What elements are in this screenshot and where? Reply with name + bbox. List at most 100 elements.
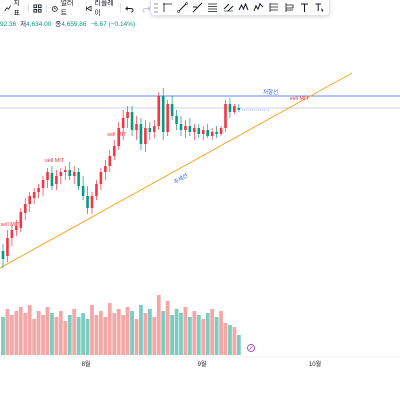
candle: [161, 88, 165, 140]
candle: [59, 168, 63, 184]
volume-bar: [76, 317, 81, 355]
candle: [228, 98, 232, 118]
candle: [197, 124, 201, 138]
candle: [121, 110, 125, 140]
toolbar-item-replay[interactable]: 리플레이: [81, 0, 120, 17]
candle: [126, 106, 129, 128]
parallel-channel-icon: [223, 3, 234, 12]
candle: [237, 104, 241, 112]
candle: [104, 160, 107, 180]
volume-bar: [23, 313, 28, 355]
volume-bar: [81, 313, 85, 355]
candle: [6, 230, 9, 262]
volume-bar: [14, 311, 19, 355]
candle: [179, 116, 183, 136]
volume-bar: [165, 301, 170, 355]
volume-bar: [170, 315, 174, 355]
candle: [175, 110, 178, 130]
toolbar-separator: [28, 3, 30, 13]
candle: [72, 166, 76, 184]
tool-text-note[interactable]: [314, 1, 326, 15]
tool-trend-line[interactable]: [176, 1, 188, 15]
candle: [32, 188, 36, 204]
long-position-icon: [285, 3, 294, 12]
chart-annotation: sell MIT: [290, 96, 310, 102]
candle: [144, 120, 147, 152]
volume-bar: [32, 319, 37, 355]
volume-bar: [201, 319, 206, 355]
open-value: 92.36: [0, 21, 17, 28]
layout-grid-icon: [33, 3, 42, 13]
volume-bar: [161, 311, 166, 355]
candle: [77, 168, 80, 190]
volume-bar: [63, 321, 68, 355]
candle: [41, 176, 45, 196]
alarm-clock-icon: [51, 5, 58, 12]
toolbar-item-layout-grid[interactable]: [29, 0, 46, 16]
pattern-icon: [238, 2, 249, 11]
top-toolbar: 지표 얼러트 리플레이: [0, 0, 155, 17]
x-tick-label: 9월: [198, 360, 207, 368]
volume-bar: [139, 305, 143, 355]
drawing-toolbar: [150, 0, 330, 16]
text-icon: [301, 3, 309, 12]
drag-handle-icon[interactable]: [154, 2, 158, 13]
volume-bar: [179, 313, 183, 355]
tool-fib[interactable]: [268, 1, 280, 15]
candle: [188, 118, 192, 136]
replay-icon: [85, 5, 92, 11]
toolbar-item-label: 얼러트: [60, 0, 74, 17]
volume-bar: [147, 309, 152, 355]
tool-horizontal-lines[interactable]: [207, 1, 219, 15]
tool-parallel-channel[interactable]: [222, 1, 234, 15]
volume-bar: [152, 317, 157, 355]
tool-ray[interactable]: [192, 1, 204, 15]
tool-long-position[interactable]: [283, 1, 295, 15]
volume-bar: [236, 335, 241, 355]
toolbar-item-indicator[interactable]: 지표: [0, 0, 28, 17]
candle: [224, 100, 227, 132]
candle: [148, 122, 152, 140]
volume-bar: [174, 309, 179, 355]
candle: [210, 128, 214, 140]
trend-line[interactable]: [0, 72, 353, 269]
volume-bar: [219, 311, 223, 355]
volume-bar: [143, 313, 148, 355]
candle: [10, 225, 14, 246]
chart-annotation: sell MIT: [107, 132, 127, 138]
volume-bar: [183, 307, 188, 355]
close-value: 4,659.86: [61, 21, 87, 28]
cursor-icon: [162, 3, 172, 12]
chart-annotation: 저항선: [263, 88, 278, 96]
ray-icon: [192, 2, 203, 13]
undo-icon: [125, 5, 134, 13]
candle: [233, 104, 236, 114]
toolbar-item-label: 리플레이: [94, 0, 114, 17]
candle: [28, 192, 31, 212]
volume-bar: [121, 315, 126, 355]
candle: [68, 162, 72, 180]
x-tick-label: 10월: [309, 360, 321, 368]
volume-bar: [5, 309, 10, 355]
candle: [184, 120, 187, 138]
candle: [86, 186, 89, 214]
event-marker-icon[interactable]: [247, 344, 255, 352]
toolbar-item-undo[interactable]: [121, 0, 138, 16]
toolbar-item-alarm-clock[interactable]: 얼러트: [47, 0, 81, 17]
tool-text[interactable]: [298, 1, 310, 15]
candle: [112, 140, 116, 160]
candle: [23, 198, 27, 220]
volume-bar: [72, 309, 77, 355]
tool-cursor[interactable]: [161, 1, 173, 15]
candle: [81, 176, 85, 200]
candle: [170, 96, 174, 120]
chart-annotation: sell MIT: [45, 158, 65, 164]
x-tick-label: 8월: [82, 360, 91, 368]
volume-bar: [41, 315, 45, 355]
tool-pattern[interactable]: [237, 1, 249, 15]
tool-zigzag[interactable]: [253, 1, 265, 15]
toolbar-separator: [120, 3, 121, 13]
candle: [193, 124, 196, 140]
volume-bar: [58, 311, 63, 355]
